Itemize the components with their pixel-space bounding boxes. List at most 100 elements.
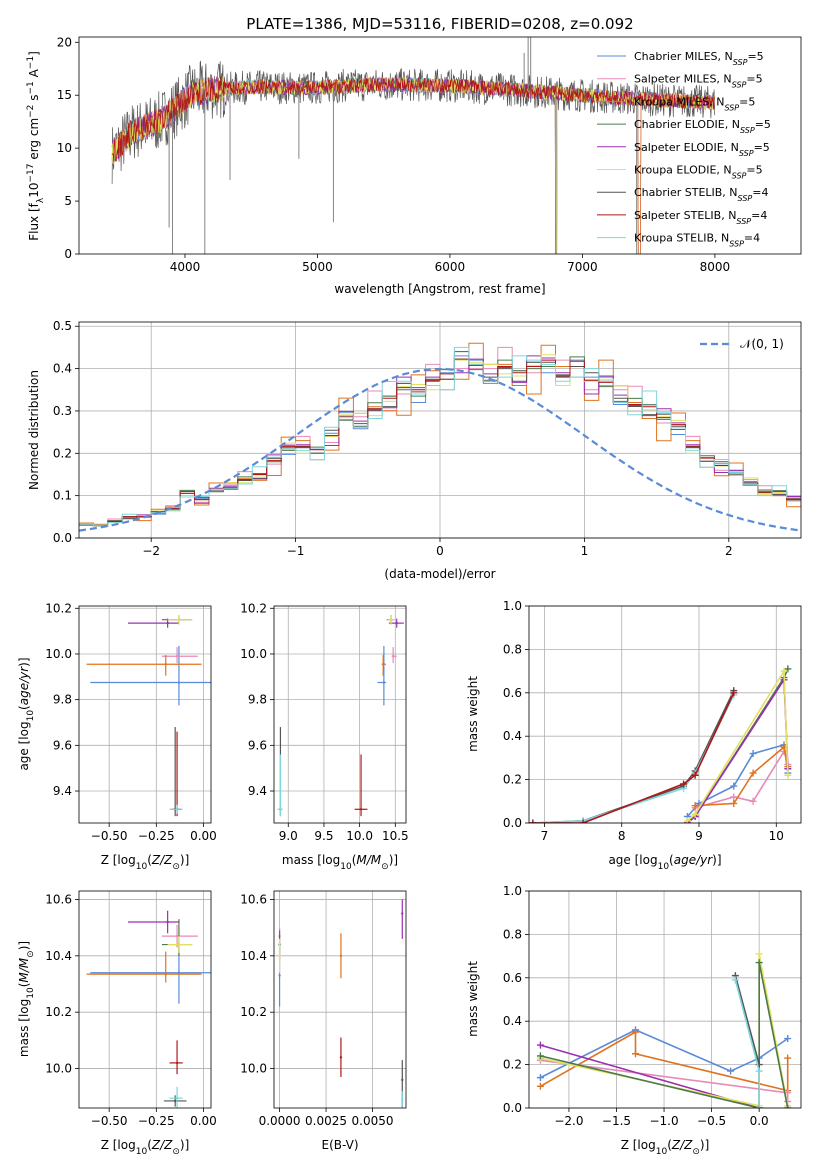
series-marker — [691, 810, 699, 818]
series-marker — [784, 1035, 792, 1043]
y-tick-label: 0.8 — [503, 642, 522, 656]
y-tick-label: 0.0 — [53, 531, 72, 545]
x-axis-label: age [log10(age/yr)] — [608, 853, 721, 872]
x-tick-label: 0 — [436, 544, 444, 558]
data-point — [401, 1078, 404, 1082]
axes-frame — [528, 890, 802, 1109]
plot-area-age-vs-mass — [277, 615, 404, 817]
legend: Chabrier MILES, NSSP=5 Salpeter MILES, NS… — [597, 50, 771, 248]
y-tick-label: 9.6 — [248, 738, 267, 752]
legend-entry: Chabrier STELIB, NSSP=4 — [634, 186, 768, 203]
x-axis-label: wavelength [Angstrom, rest frame] — [334, 282, 545, 296]
series-marker — [727, 1067, 735, 1075]
data-point — [401, 1098, 404, 1101]
x-tick-label: 8000 — [700, 260, 731, 274]
y-tick-label: 9.6 — [53, 738, 72, 752]
x-tick-label: −1.5 — [602, 1114, 631, 1128]
y-tick-label: 10.0 — [45, 1062, 72, 1076]
series-marker — [755, 950, 763, 958]
x-tick-label: 1 — [581, 544, 589, 558]
axes-frame — [78, 890, 212, 1109]
x-tick-label: 10 — [769, 829, 784, 843]
x-tick-label: −0.50 — [91, 829, 128, 843]
x-tick-label: −1.0 — [649, 1114, 678, 1128]
y-tick-label: 0.4 — [503, 1014, 522, 1028]
y-tick-label: 0.5 — [53, 319, 72, 333]
x-tick-label: −0.25 — [138, 829, 175, 843]
data-point — [175, 1061, 179, 1065]
x-tick-label: 0.0050 — [352, 1114, 394, 1128]
x-tick-label: 7000 — [567, 260, 598, 274]
data-point — [166, 920, 169, 924]
y-tick-label: 10.6 — [45, 892, 72, 906]
series-marker — [536, 1074, 544, 1082]
plot-area-mass-vs-Z — [86, 910, 211, 1108]
y-tick-label: 20 — [57, 35, 72, 49]
data-point — [279, 808, 282, 811]
series-marker — [683, 817, 691, 823]
y-axis-label: Normed distribution — [27, 370, 41, 490]
axes-mass-vs-Z: −0.50 −0.25 0.00 10.0 10.2 10.4 10.6 Z [log10(Z… — [17, 890, 217, 1157]
y-tick-label: 10.2 — [45, 1005, 72, 1019]
y-tick-label: 9.4 — [248, 784, 267, 798]
y-tick-label: 0.4 — [53, 362, 72, 376]
data-point — [175, 934, 179, 938]
series-marker — [579, 819, 587, 823]
axes-frame — [78, 605, 212, 824]
x-tick-label: −0.50 — [91, 1114, 128, 1128]
series-marker — [784, 665, 792, 673]
x-tick-label: 9 — [695, 829, 703, 843]
y-axis-label: mass [log10(M/M⊙)] — [17, 941, 36, 1057]
series-marker — [691, 771, 699, 779]
x-tick-label: 0.0025 — [305, 1114, 347, 1128]
series-marker — [536, 1052, 544, 1060]
y-tick-label: 9.4 — [53, 784, 72, 798]
x-tick-label: 0.00 — [190, 1114, 217, 1128]
data-point — [173, 1099, 177, 1103]
x-axis-label: E(B-V) — [321, 1138, 358, 1152]
y-tick-label: 10.0 — [240, 647, 267, 661]
data-point — [175, 655, 179, 658]
data-point — [177, 971, 181, 974]
x-tick-label: 8 — [618, 829, 626, 843]
x-tick-label: 0.0000 — [259, 1114, 301, 1128]
legend-entry: Chabrier ELODIE, NSSP=5 — [634, 118, 771, 135]
figure-title: PLATE=1386, MJD=53116, FIBERID=0208, z=0… — [246, 15, 633, 33]
series-marker — [730, 782, 738, 790]
x-tick-label: 9.0 — [279, 829, 298, 843]
axes-frame — [78, 321, 802, 539]
y-tick-label: 0.6 — [503, 971, 522, 985]
x-tick-label: 7 — [541, 829, 549, 843]
plot-area-residuals — [79, 342, 801, 532]
data-point — [175, 1096, 179, 1100]
axes-age-vs-Z: −0.50 −0.25 0.00 9.4 9.6 9.8 10.0 10.2 Z [log10(… — [17, 601, 217, 872]
plot-area-spectrum — [111, 37, 715, 254]
y-tick-label: 0.2 — [503, 773, 522, 787]
y-tick-label: 10.4 — [240, 949, 267, 963]
y-axis-label: mass weight — [466, 961, 480, 1037]
series-marker — [749, 750, 757, 758]
axes-frame — [528, 605, 802, 824]
spectrum-line — [111, 76, 715, 254]
axes-frame — [273, 605, 407, 824]
x-tick-label: 4000 — [170, 260, 201, 274]
data-point — [278, 954, 281, 958]
data-point — [177, 618, 181, 621]
y-tick-label: 1.0 — [503, 599, 522, 613]
series-marker — [784, 1054, 792, 1062]
y-axis-label: age [log10(age/yr)] — [17, 657, 36, 770]
histogram-step — [79, 355, 801, 526]
histogram-step — [79, 346, 801, 527]
data-point — [177, 943, 181, 946]
spectrum-line — [111, 76, 715, 162]
x-tick-label: 0.00 — [190, 829, 217, 843]
legend-entry: Kroupa ELODIE, NSSP=5 — [634, 164, 763, 181]
y-tick-label: 10.0 — [45, 647, 72, 661]
data-point — [339, 954, 343, 958]
y-tick-label: 0.2 — [503, 1058, 522, 1072]
plot-area-age-vs-Z — [86, 615, 211, 817]
y-tick-label: 10.2 — [240, 601, 267, 615]
x-axis-label: Z [log10(Z/Z⊙)] — [101, 1138, 190, 1157]
y-tick-label: 10.2 — [240, 1005, 267, 1019]
data-point — [395, 621, 398, 625]
